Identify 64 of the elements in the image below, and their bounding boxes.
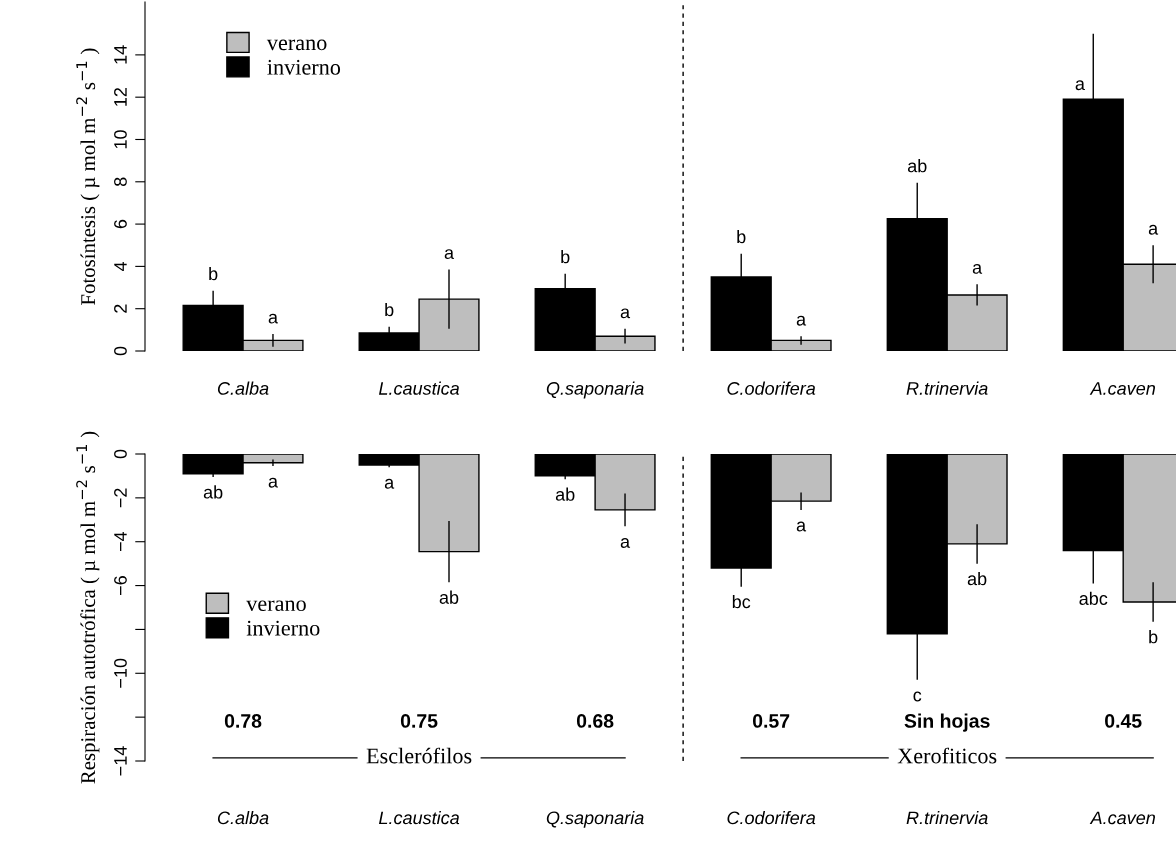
legend-label: verano [266,39,327,51]
x-tick-label: Q.saponaria [546,381,644,399]
data-label: ab [203,485,223,499]
y-axis-title: Respiración autotrófica ( µ mol m$^{−2}$ s$^{−1}$ ) [76,431,100,784]
data-label: a [620,538,631,548]
data-label: a [796,315,807,326]
x-tick-label: A.caven [1089,382,1155,395]
y-tick-label: 10 [114,130,127,149]
data-label: ab [967,571,987,586]
y-tick-label: 14 [114,45,127,64]
y-tick-label: 12 [114,88,127,106]
legend-label: invierno [267,59,341,75]
legend-label: invierno [246,620,320,636]
data-label: b [209,266,218,281]
annotation: Xerofiticos [897,747,997,764]
x-tick-label: R.trinervia [906,811,988,825]
y-tick-label: 0 [114,449,127,459]
x-tick-label: C.odorifera [727,381,816,395]
data-label: ab [907,159,927,173]
data-label: b [737,229,746,244]
y-tick-label: 4 [114,261,127,271]
x-tick-label: R.trinervia [906,381,988,395]
data-label: ab [439,590,459,604]
annotation: 0.75 [400,714,438,728]
annotation: 0.57 [752,714,790,728]
data-label: b [561,250,570,264]
data-label: a [384,478,395,489]
data-label: a [1075,80,1085,91]
annotation: 0.45 [1105,714,1142,728]
y-tick-label: −4 [114,531,127,552]
data-label: a [1148,224,1159,235]
data-label: a [972,263,983,274]
annotation: Esclerófilos [366,747,472,764]
x-tick-label: C.alba [217,811,269,825]
x-tick-label: L.caustica [378,811,460,825]
data-label: b [385,302,394,317]
y-tick-label: −10 [114,658,127,688]
y-tick-label: −6 [114,576,127,595]
data-label: a [268,313,278,324]
data-label: a [444,249,455,260]
x-tick-label: A.caven [1089,811,1155,825]
x-tick-label: C.odorifera [727,811,816,825]
annotation: 0.68 [576,714,614,728]
annotation: 0.78 [224,714,262,728]
data-label: a [268,477,278,488]
y-tick-label: 8 [114,177,127,187]
data-label: ab [555,487,575,501]
x-tick-label: L.caustica [378,381,460,395]
data-label: abc [1079,591,1108,605]
y-tick-label: −14 [114,746,127,776]
y-tick-label: 6 [114,219,127,229]
y-tick-label: −2 [114,488,127,508]
data-label: b [1149,630,1158,644]
legend-label: verano [246,600,306,612]
data-label: bc [732,595,751,609]
y-tick-label: 2 [114,304,127,313]
y-tick-label: 0 [114,346,127,356]
y-axis-title: Fotosíntesis ( µ mol m$^{−2}$ s$^{−1}$ ) [76,48,100,305]
data-label: c [913,691,922,702]
annotation: Sin hojas [904,713,990,732]
data-label: a [620,308,631,319]
data-label: a [796,521,807,532]
x-tick-label: Q.saponaria [546,811,644,828]
x-tick-label: C.alba [217,381,269,395]
